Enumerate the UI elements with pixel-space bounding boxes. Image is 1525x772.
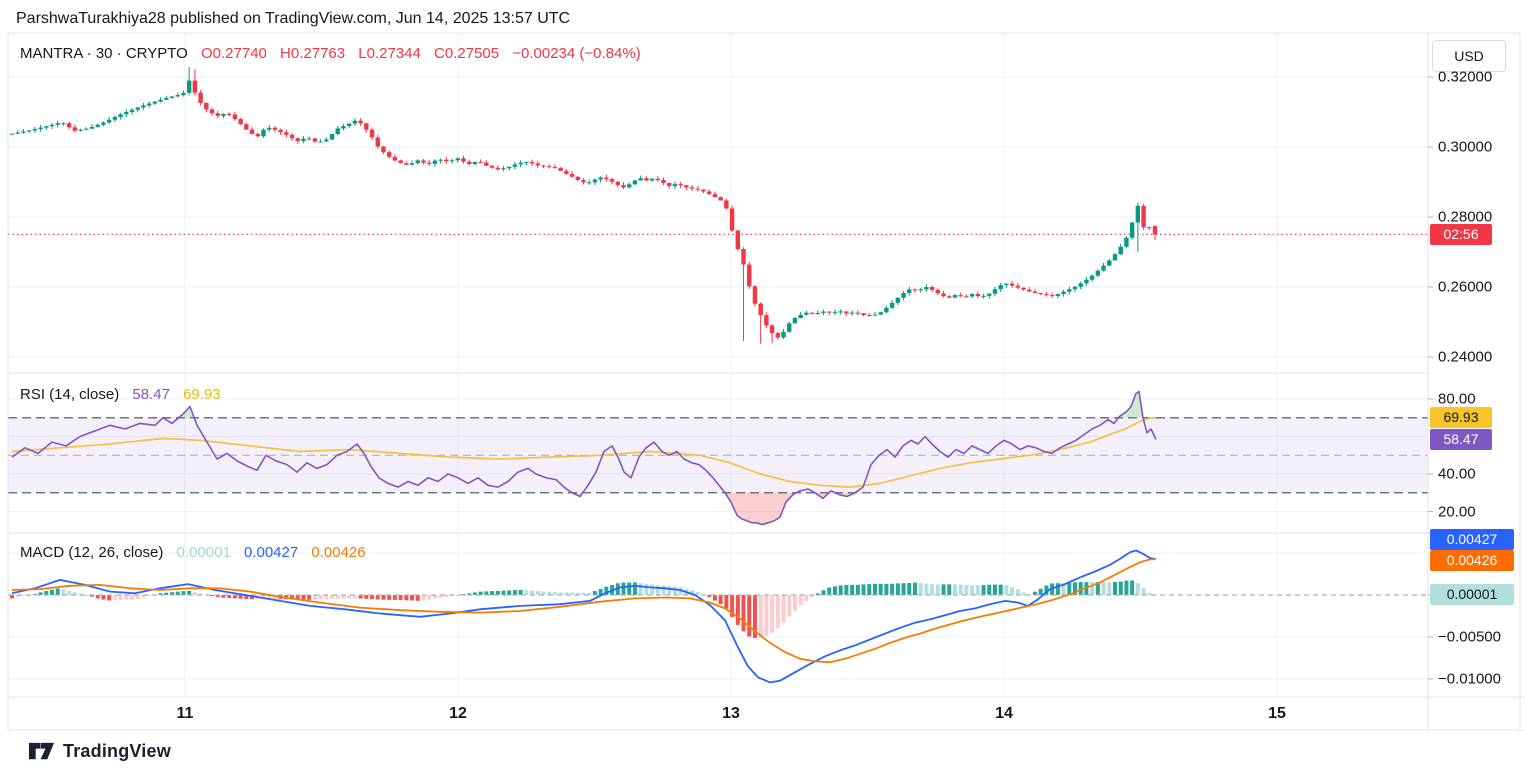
rsi-value-badge: 58.47 [1430, 429, 1492, 450]
price-change: −0.00234 (−0.84%) [512, 45, 641, 62]
main-chart-legend: MANTRA · 30 · CRYPTO O0.27740 H0.27763 L… [20, 45, 650, 62]
macd-legend: MACD (12, 26, close) 0.00001 0.00427 0.0… [20, 544, 375, 561]
time-axis[interactable]: 11 12 13 14 15 [8, 697, 1428, 730]
price-axis-label: 0.24000 [1438, 348, 1493, 366]
macd-axis-label: −0.00500 [1438, 628, 1501, 646]
macd-hist-badge: 0.00001 [1430, 584, 1514, 605]
bar-countdown-badge: 02:56 [1430, 224, 1492, 245]
rsi-legend: RSI (14, close) 58.47 69.93 [20, 386, 230, 403]
gridlines [8, 34, 1428, 697]
tradingview-logo-icon [28, 742, 55, 760]
macd-title: MACD (12, 26, close) [20, 544, 164, 561]
rsi-value: 58.47 [132, 386, 170, 403]
macd-pane [8, 549, 1428, 684]
ohlc-close: C0.27505 [434, 45, 500, 62]
rsi-ma-value: 69.93 [183, 386, 221, 403]
price-axis-label: 0.32000 [1438, 68, 1493, 86]
currency-button[interactable]: USD [1432, 40, 1506, 72]
ohlc-high: H0.27763 [280, 45, 346, 62]
time-axis-label: 14 [995, 705, 1013, 722]
price-axis-label: 0.30000 [1438, 138, 1493, 156]
rsi-axis-label: 20.00 [1438, 503, 1476, 520]
time-axis-label: 12 [449, 705, 467, 722]
symbol-title: MANTRA · 30 · CRYPTO [20, 45, 188, 62]
macd-signal-value: 0.00426 [311, 544, 366, 561]
rsi-title: RSI (14, close) [20, 386, 120, 403]
time-axis-label: 13 [722, 705, 740, 722]
pane-frame [7, 32, 1524, 731]
price-axis-label: 0.26000 [1438, 278, 1493, 296]
time-axis-label: 15 [1268, 705, 1286, 722]
publish-header: ParshwaTurakhiya28 published on TradingV… [16, 10, 571, 27]
rsi-axis-label: 40.00 [1438, 465, 1476, 483]
main-pane [8, 67, 1428, 344]
rsi-axis-label: 80.00 [1438, 390, 1476, 408]
macd-line-badge: 0.00427 [1430, 529, 1514, 550]
ohlc-low: L0.27344 [358, 45, 421, 62]
macd-axis-label: −0.01000 [1438, 670, 1501, 688]
macd-line-value: 0.00427 [243, 544, 299, 561]
price-axis-label: 0.28000 [1438, 208, 1493, 226]
macd-hist-value: 0.00001 [176, 544, 231, 561]
price-axis[interactable]: USD 02:56 69.93 58.47 0.00427 0.00426 0.… [1428, 33, 1525, 697]
rsi-ma-badge: 69.93 [1430, 407, 1492, 428]
candlesticks [9, 67, 1158, 344]
tradingview-logo[interactable]: TradingView [28, 738, 171, 765]
macd-signal-badge: 0.00426 [1430, 550, 1514, 571]
ohlc-open: O0.27740 [200, 45, 267, 62]
rsi-pane [8, 390, 1428, 526]
time-axis-label: 11 [176, 705, 194, 722]
tradingview-logo-text: TradingView [63, 741, 171, 761]
